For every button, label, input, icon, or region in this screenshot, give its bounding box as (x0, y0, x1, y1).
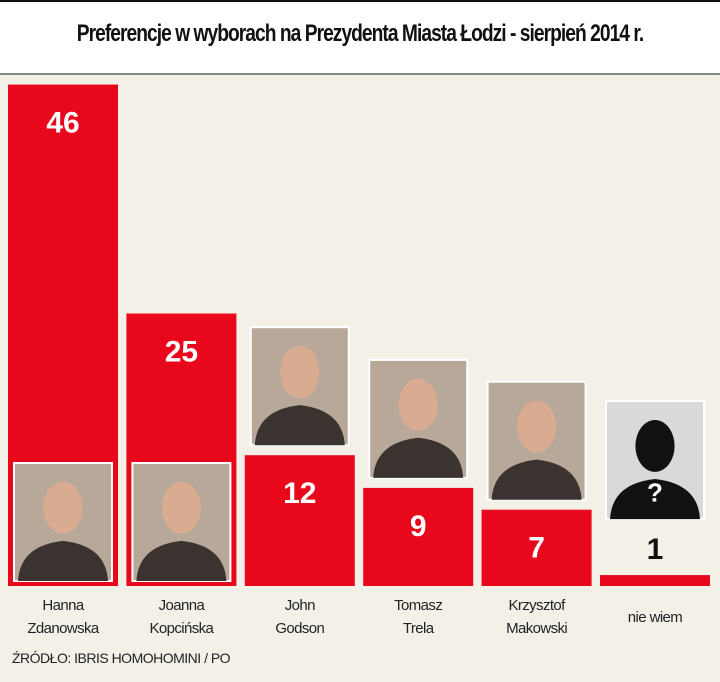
bar (244, 455, 355, 586)
category-label: Tomasz Trela (394, 597, 443, 637)
header: Preferencje w wyborach na Prezydenta Mia… (0, 0, 720, 75)
svg-text:?: ? (647, 477, 663, 507)
candidate-photo (13, 462, 113, 582)
category-label: Joanna Kopcińska (149, 597, 214, 637)
category-label: Krzysztof Makowski (506, 597, 568, 637)
candidate-photo (249, 326, 350, 447)
bar (481, 509, 592, 586)
value-label: 25 (165, 336, 198, 369)
value-label: 12 (283, 477, 316, 510)
value-label: 7 (528, 532, 545, 565)
value-label: 46 (46, 107, 79, 140)
candidate-photo (486, 380, 587, 501)
value-label: 9 (410, 510, 427, 543)
value-label: 1 (647, 533, 664, 566)
category-label: Hanna Zdanowska (27, 597, 99, 637)
candidate-photo (131, 462, 232, 582)
category-label: John Godson (275, 597, 325, 637)
bar (363, 487, 474, 586)
chart-title: Preferencje w wyborach na Prezydenta Mia… (76, 20, 644, 47)
source-note: ŹRÓDŁO: IBRIS HOMOHOMINI / PO (12, 650, 231, 666)
bar (600, 575, 710, 586)
unknown-person-icon: ? (605, 400, 705, 521)
category-label: nie wiem (627, 609, 683, 626)
candidate-photo (368, 358, 469, 479)
